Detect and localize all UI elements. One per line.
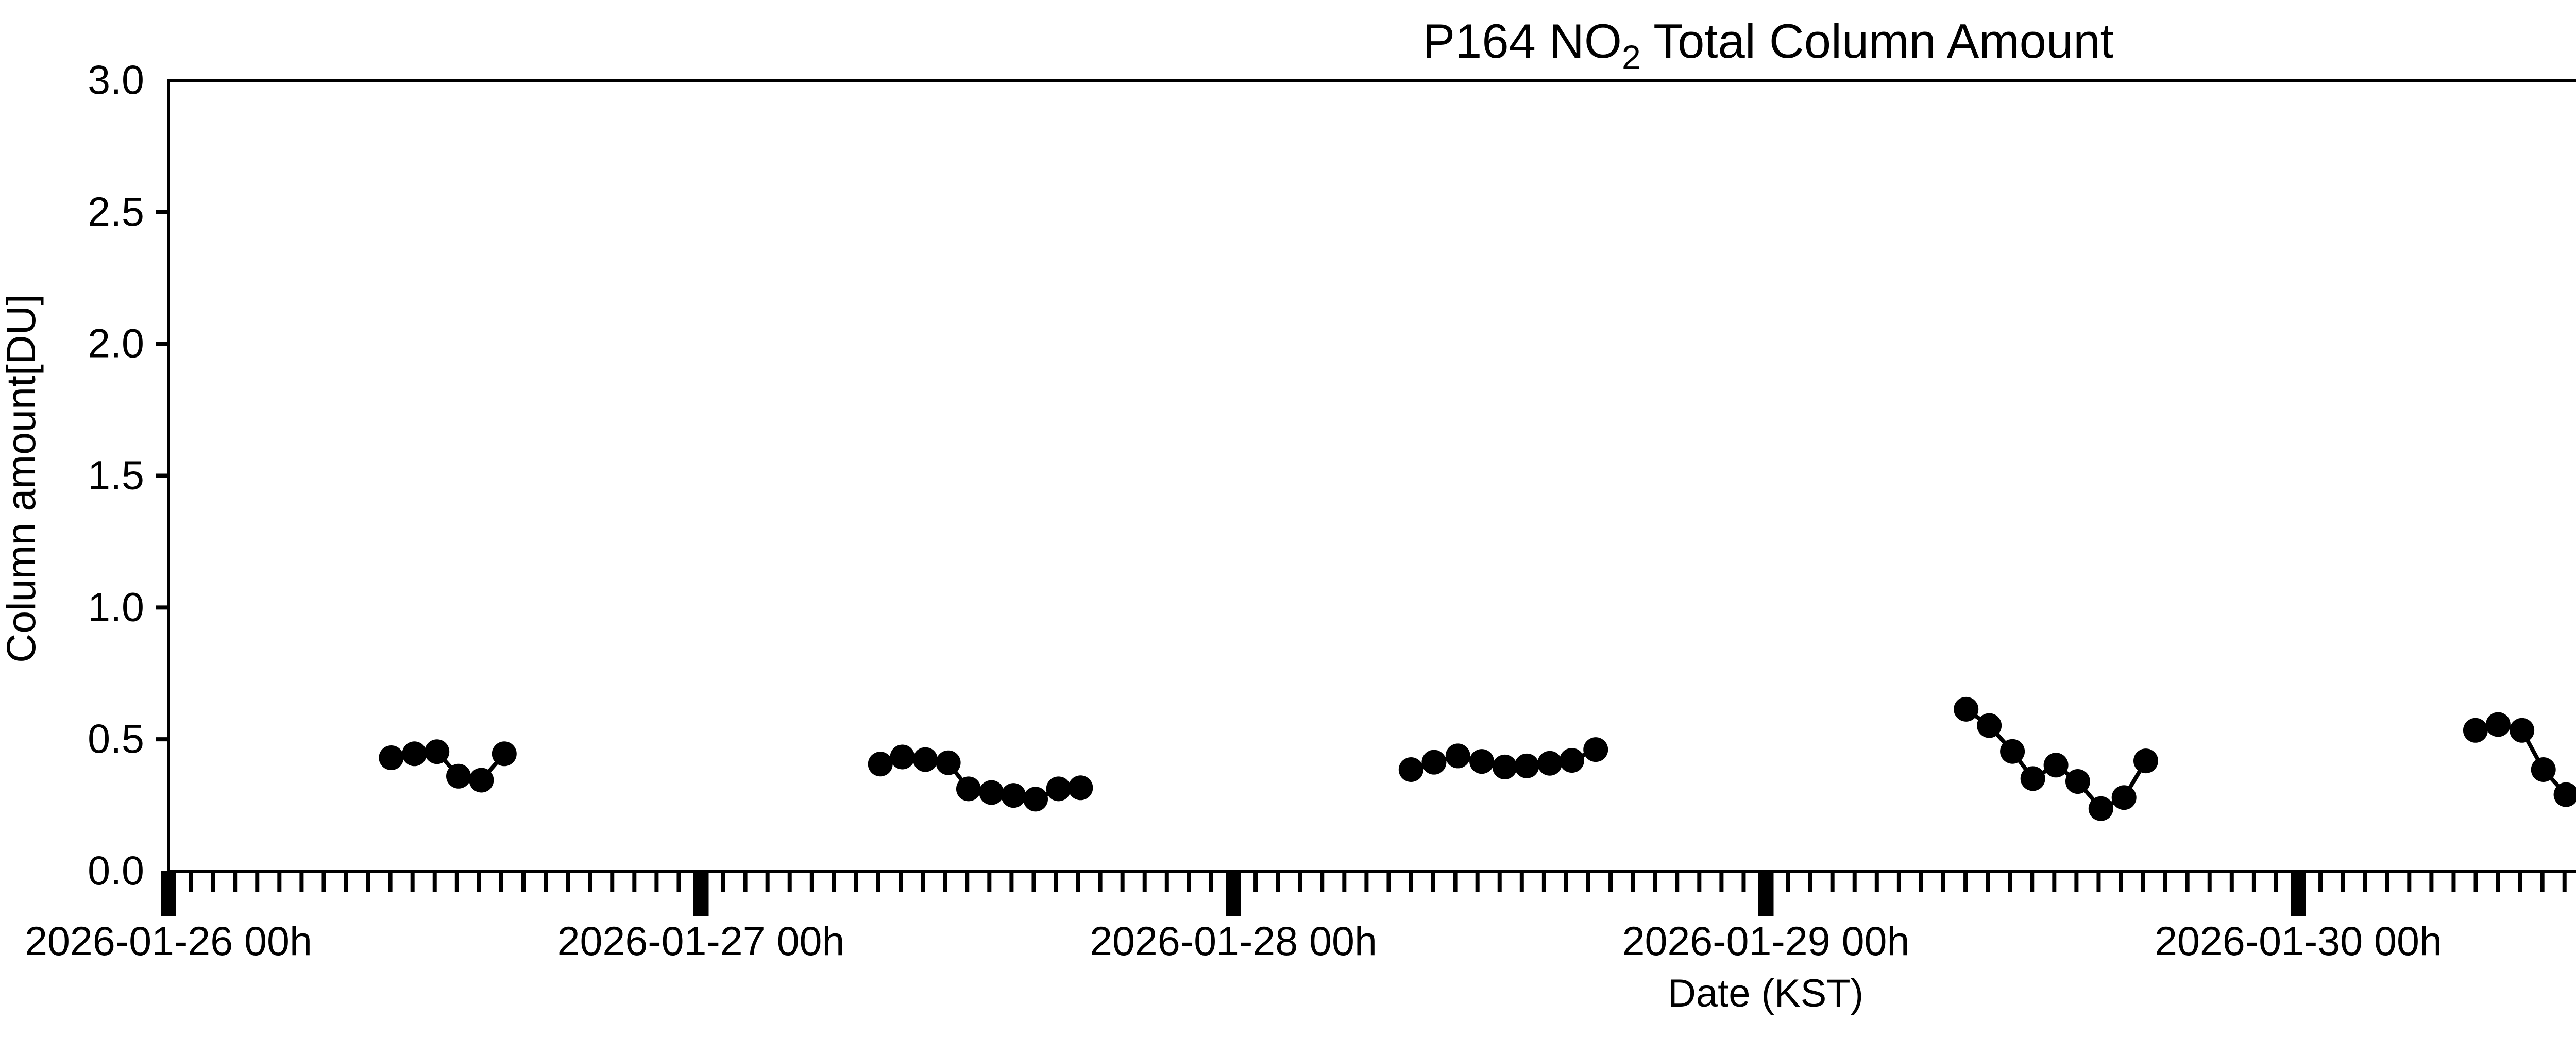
svg-text:0.0: 0.0 [88, 847, 144, 893]
svg-text:2.5: 2.5 [88, 189, 144, 234]
svg-text:2026-01-29 00h: 2026-01-29 00h [1622, 918, 1910, 964]
svg-text:Column amount[DU]: Column amount[DU] [0, 294, 44, 663]
svg-text:2026-01-30 00h: 2026-01-30 00h [2155, 918, 2442, 964]
svg-text:2026-01-26 00h: 2026-01-26 00h [25, 918, 312, 964]
svg-text:1.5: 1.5 [88, 452, 144, 498]
svg-text:2026-01-27 00h: 2026-01-27 00h [557, 918, 845, 964]
svg-text:Date (KST): Date (KST) [1668, 972, 1863, 1015]
svg-text:P164 NO2 Total Column Amount: P164 NO2 Total Column Amount [1422, 14, 2113, 76]
svg-text:0.5: 0.5 [88, 716, 144, 761]
svg-text:1.0: 1.0 [88, 584, 144, 629]
svg-text:2026-01-28 00h: 2026-01-28 00h [1090, 918, 1377, 964]
svg-text:2.0: 2.0 [88, 320, 144, 366]
svg-text:3.0: 3.0 [88, 57, 144, 103]
